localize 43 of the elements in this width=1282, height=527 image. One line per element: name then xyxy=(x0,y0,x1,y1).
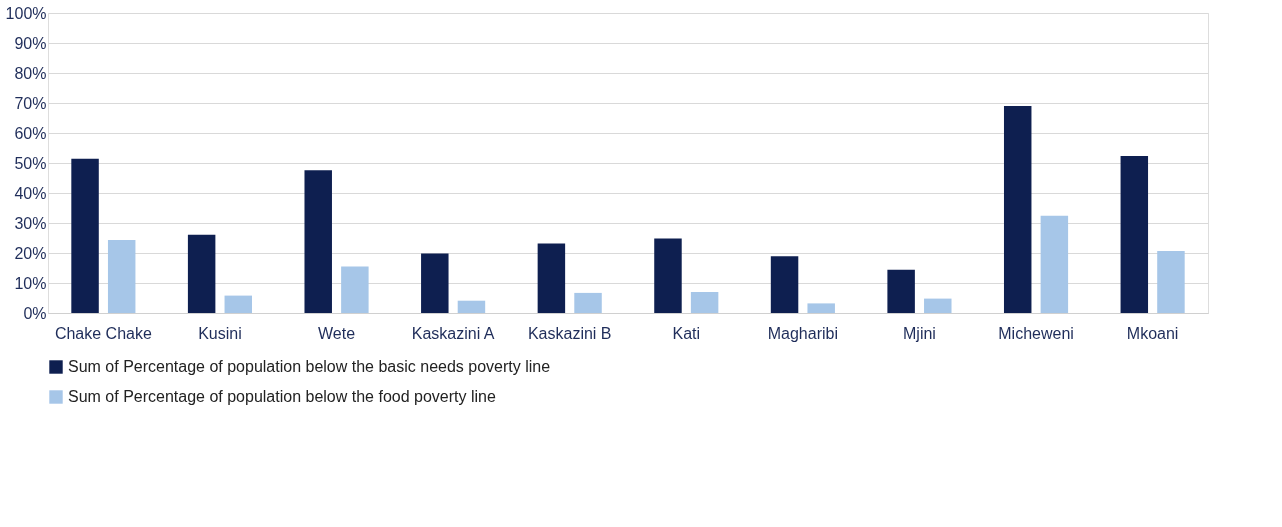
bar xyxy=(537,243,566,313)
y-tick-label: 70% xyxy=(14,94,47,112)
x-tick-label: Kusini xyxy=(198,324,242,342)
bar xyxy=(654,238,682,313)
y-tick-label: 10% xyxy=(14,274,47,292)
x-tick-label: Magharibi xyxy=(767,324,839,342)
bar xyxy=(1040,215,1069,313)
x-tick-label: Mkoani xyxy=(1126,324,1179,342)
y-tick-label: 0% xyxy=(23,304,47,322)
y-tick-label: 90% xyxy=(14,34,47,52)
bar xyxy=(341,266,369,313)
legend-label: Sum of Percentage of population below the food poverty line xyxy=(68,388,496,405)
y-tick-label: 100% xyxy=(5,4,47,22)
bar xyxy=(1157,250,1185,313)
y-tick-label: 60% xyxy=(14,124,47,142)
bar xyxy=(421,253,449,313)
bar xyxy=(574,292,602,313)
x-tick-label: Wete xyxy=(318,324,356,342)
bar xyxy=(304,170,332,313)
x-tick-label: Kaskazini A xyxy=(411,324,495,342)
x-tick-label: Kaskazini B xyxy=(527,324,612,342)
bar xyxy=(224,295,253,313)
bar xyxy=(887,269,915,313)
y-tick-label: 40% xyxy=(14,184,47,202)
bar xyxy=(71,158,99,313)
y-tick-label: 30% xyxy=(14,214,47,232)
bar xyxy=(187,234,216,313)
y-tick-label: 80% xyxy=(14,64,47,82)
legend-label: Sum of Percentage of population below the basic needs poverty line xyxy=(68,358,551,375)
bar xyxy=(770,256,799,313)
y-tick-label: 50% xyxy=(14,154,47,172)
x-tick-label: Micheweni xyxy=(998,324,1074,342)
x-tick-label: Chake Chake xyxy=(54,324,152,342)
bar xyxy=(107,240,136,313)
bar xyxy=(924,298,952,313)
bar xyxy=(457,300,486,313)
x-tick-label: Mjini xyxy=(903,324,936,342)
x-tick-label: Kati xyxy=(672,324,701,342)
bar xyxy=(807,303,835,313)
bar xyxy=(690,292,719,313)
bar xyxy=(1120,156,1149,313)
y-tick-label: 20% xyxy=(14,244,47,262)
bar xyxy=(1003,106,1032,313)
